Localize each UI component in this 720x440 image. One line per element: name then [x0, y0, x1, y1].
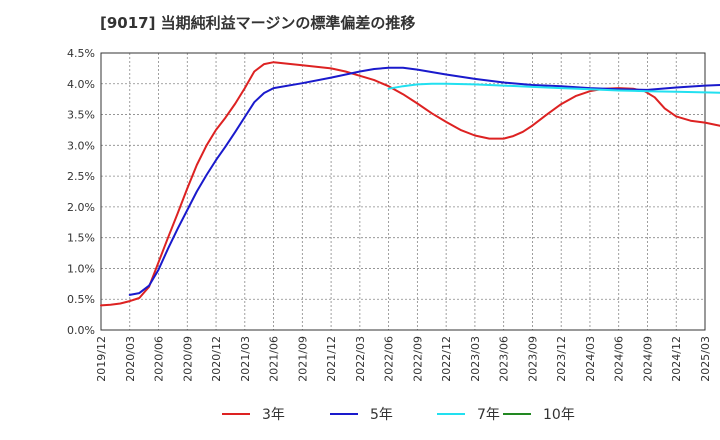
y-tick-label: 4.5% [67, 47, 95, 60]
plot-border [100, 52, 706, 331]
series-line-3年 [100, 61, 720, 307]
legend-label: 10年 [543, 407, 575, 423]
x-tick-label: 2022/06 [383, 336, 396, 382]
y-tick-label: 0.0% [67, 324, 95, 337]
legend-label: 5年 [370, 407, 393, 423]
y-tick-label: 2.0% [67, 201, 95, 214]
x-tick-label: 2022/03 [354, 336, 367, 382]
series-line-7年 [387, 82, 720, 94]
chart-title: [9017] 当期純利益マージンの標準偏差の推移 [100, 14, 416, 32]
x-tick-label: 2022/12 [440, 336, 453, 382]
y-tick-label: 4.0% [67, 78, 95, 91]
y-tick-label: 3.0% [67, 139, 95, 152]
x-tick-label: 2025/03 [699, 336, 712, 382]
x-tick-label: 2022/09 [411, 336, 424, 382]
x-tick-label: 2021/12 [325, 336, 338, 382]
x-tick-label: 2023/06 [498, 336, 511, 382]
y-tick-label: 1.0% [67, 262, 95, 275]
x-tick-label: 2021/09 [296, 336, 309, 382]
y-tick-label: 0.5% [67, 293, 95, 306]
x-tick-label: 2024/12 [670, 336, 683, 382]
x-tick-label: 2019/12 [95, 336, 108, 382]
plot-area [101, 53, 705, 330]
legend-label: 3年 [262, 407, 285, 423]
x-tick-label: 2021/06 [268, 336, 281, 382]
x-tick-label: 2024/03 [584, 336, 597, 382]
series-line-5年 [128, 66, 720, 296]
x-tick-label: 2020/06 [153, 336, 166, 382]
x-tick-label: 2020/03 [124, 336, 137, 382]
y-tick-label: 3.5% [67, 109, 95, 122]
x-tick-label: 2021/03 [239, 336, 252, 382]
x-tick-label: 2020/12 [210, 336, 223, 382]
x-tick-label: 2024/06 [613, 336, 626, 382]
x-tick-label: 2020/09 [181, 336, 194, 382]
y-tick-label: 1.5% [67, 232, 95, 245]
legend-label: 7年 [477, 407, 500, 423]
x-tick-label: 2023/03 [469, 336, 482, 382]
x-tick-label: 2023/12 [555, 336, 568, 382]
x-tick-label: 2023/09 [526, 336, 539, 382]
y-tick-label: 2.5% [67, 170, 95, 183]
x-tick-label: 2024/09 [641, 336, 654, 382]
